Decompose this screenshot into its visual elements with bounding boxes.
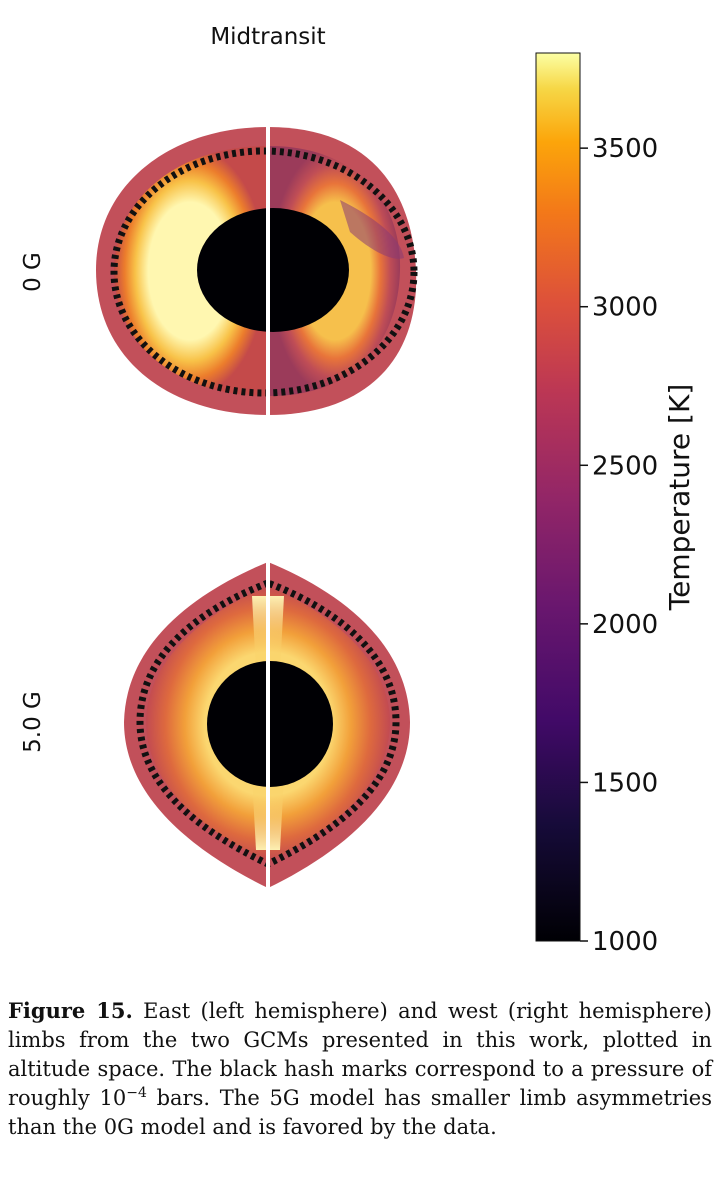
colorbar-tick-label-2500: 2500 [592,451,658,481]
colorbar: 1000 1500 2000 2500 3000 3500 Temperature [K] [535,52,696,957]
colorbar-ticks: 1000 1500 2000 2500 3000 3500 [580,134,658,957]
figure-caption: Figure 15. East (left hemisphere) and we… [8,996,712,1142]
figure-canvas: Midtransit 0 G 5.0 G 1000 1500 2000 2500 300… [20,24,696,957]
colorbar-label: Temperature [K] [663,384,696,611]
panel-label-0g: 0 G [20,252,46,292]
limb-0g-hash-ring [110,147,418,397]
caption-text-before: East (left hemisphere) and west (right h… [8,999,712,1110]
limb-0g-west-cool-patch [340,200,404,259]
colorbar-tick-label-3000: 3000 [592,293,658,323]
panel-label-5g: 5.0 G [20,691,46,753]
planet-0g-core [197,208,349,332]
planet-0g [96,125,418,418]
caption-text-after: bars. The 5G model has smaller limb asym… [8,1086,712,1139]
colorbar-tick-label-3500: 3500 [592,134,658,164]
figure-title: Midtransit [210,24,325,50]
caption-label: Figure 15. [8,998,133,1023]
planet-5g [124,558,410,892]
colorbar-tick-label-1500: 1500 [592,768,658,798]
colorbar-tick-label-1000: 1000 [592,927,658,957]
colorbar-tick-label-2000: 2000 [592,610,658,640]
caption-superscript: −4 [126,1085,147,1101]
limb-0g-east [114,146,266,396]
colorbar-gradient [535,52,581,942]
